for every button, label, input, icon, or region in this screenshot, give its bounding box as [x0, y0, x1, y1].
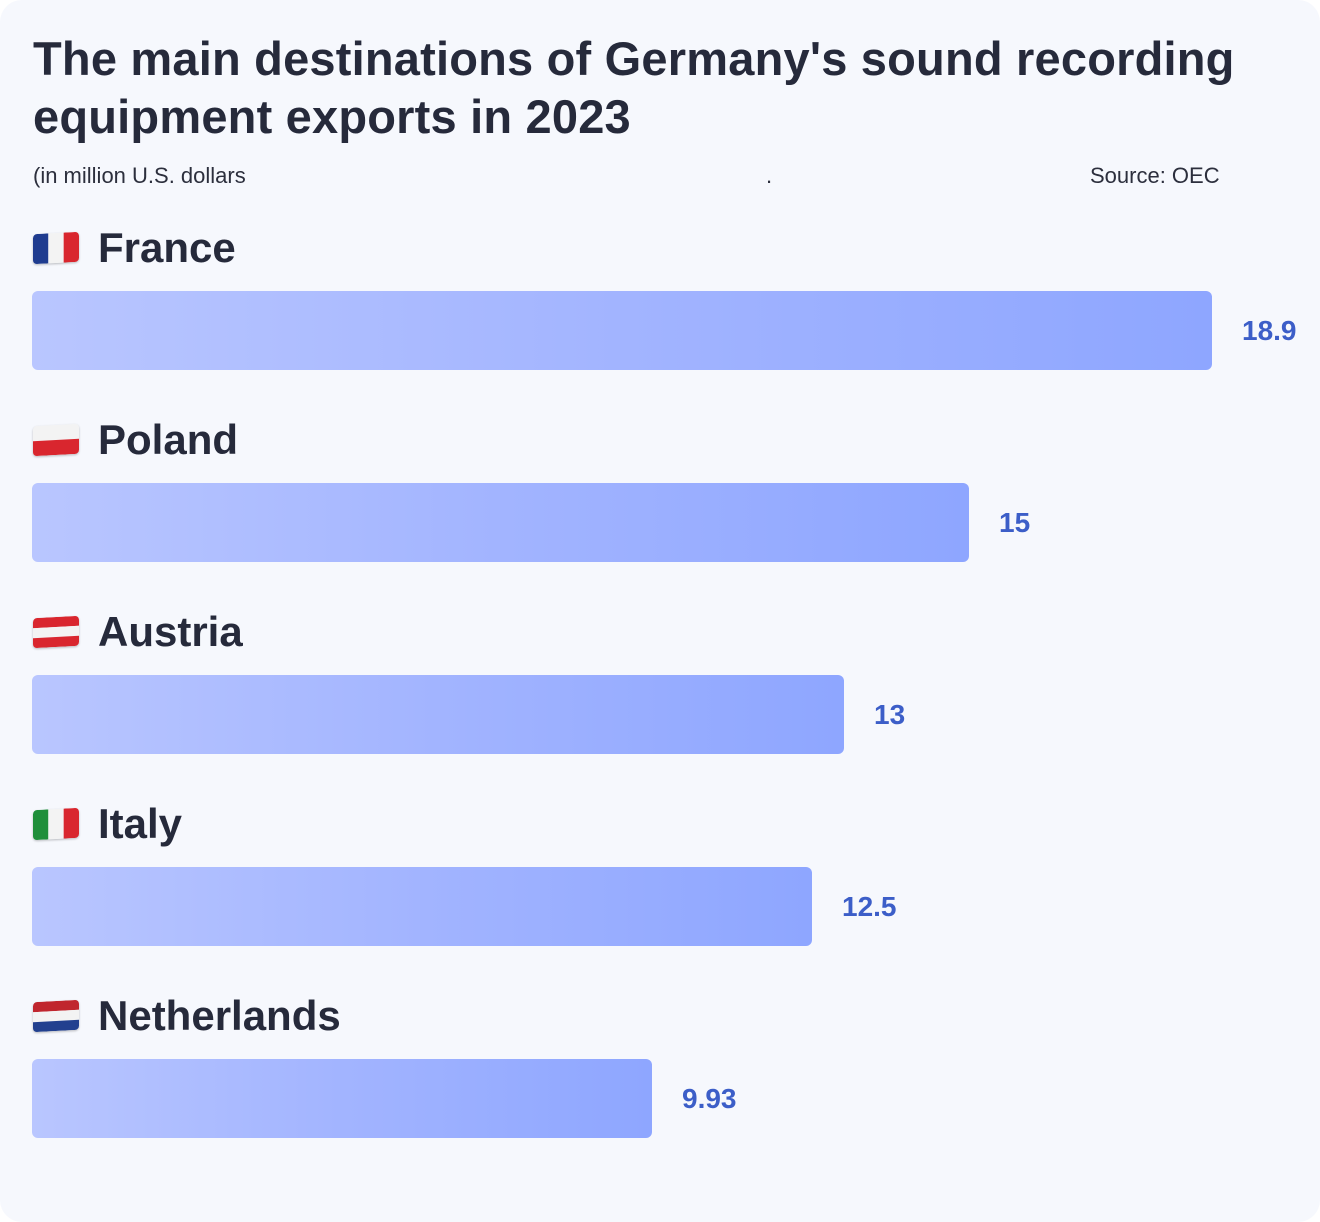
category-label: Austria — [98, 608, 243, 655]
netherlands-flag-icon — [33, 999, 79, 1033]
category-header: Italy — [33, 796, 182, 852]
bar-row: Austria 13 — [0, 604, 1320, 784]
value-label: 13 — [874, 699, 906, 730]
value-label: 9.93 — [682, 1083, 737, 1114]
bar — [32, 867, 812, 946]
bar-row: Poland 15 — [0, 412, 1320, 592]
bar-row: France 18.9 — [0, 220, 1320, 400]
chart-title: The main destinations of Germany's sound… — [33, 32, 1235, 143]
separator-dot: . — [766, 163, 773, 188]
bar — [32, 1059, 652, 1138]
category-label: Netherlands — [98, 992, 341, 1039]
value-label: 15 — [999, 507, 1031, 538]
category-header: Austria — [33, 604, 243, 660]
bar — [32, 291, 1212, 370]
category-header: Netherlands — [33, 988, 341, 1044]
poland-flag-icon — [33, 423, 79, 457]
category-label: Italy — [98, 800, 183, 847]
bar — [32, 483, 969, 562]
chart-subtitle: (in million U.S. dollars — [33, 163, 246, 188]
category-header: France — [33, 220, 236, 276]
source-label: Source: OEC — [1090, 163, 1220, 188]
bar-row: Italy 12.5 — [0, 796, 1320, 976]
value-label: 12.5 — [842, 891, 897, 922]
austria-flag-icon — [33, 615, 79, 649]
bar-row: Netherlands 9.93 — [0, 988, 1320, 1168]
category-label: Poland — [98, 416, 239, 463]
category-header: Poland — [33, 412, 238, 468]
category-label: France — [98, 224, 236, 271]
bar — [32, 675, 844, 754]
value-label: 18.9 — [1242, 315, 1297, 346]
italy-flag-icon — [33, 807, 79, 841]
france-flag-icon — [33, 231, 79, 265]
